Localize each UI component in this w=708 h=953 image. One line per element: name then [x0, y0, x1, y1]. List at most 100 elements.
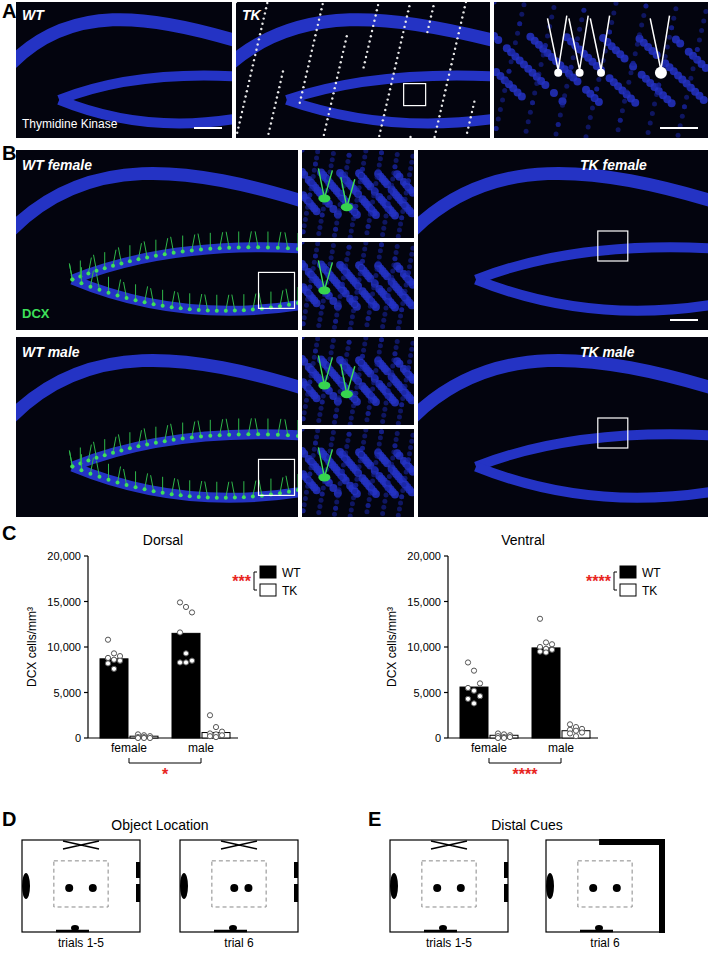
dcx-process: [232, 295, 235, 311]
bar: [460, 687, 488, 738]
dcx-cell: [190, 248, 194, 252]
bars: [460, 648, 590, 738]
nucleus: [359, 265, 364, 270]
dcx-cell: [318, 381, 330, 389]
significance: *: [162, 766, 169, 783]
ca-layer: [16, 173, 298, 231]
neuron-process: [569, 16, 588, 70]
nucleus: [528, 110, 533, 115]
tk-cell: [254, 54, 256, 56]
dcx-cell: [136, 444, 140, 448]
nucleus: [348, 327, 353, 330]
nucleus: [306, 386, 311, 391]
nucleus: [584, 134, 589, 138]
nucleus: [398, 500, 403, 505]
tk-cell: [396, 57, 398, 59]
nucleus: [329, 442, 334, 447]
nucleus: [526, 119, 531, 124]
tk-cell: [312, 44, 314, 46]
nucleus: [302, 337, 305, 340]
nucleus: [386, 480, 391, 485]
tick-label: 5,000: [53, 687, 81, 699]
nucleus: [511, 50, 516, 55]
micrograph: [302, 242, 414, 330]
nucleus: [379, 242, 384, 247]
nucleus: [316, 418, 321, 423]
nucleus: [392, 256, 397, 261]
nucleus: [382, 407, 387, 412]
nucleus: [344, 352, 349, 357]
nucleus: [387, 474, 392, 479]
tk-cell: [243, 100, 245, 102]
nucleus: [627, 95, 635, 103]
nucleus: [340, 469, 345, 474]
tk-cell: [282, 70, 284, 72]
tk-cell: [324, 128, 326, 130]
nucleus: [358, 271, 363, 276]
nucleus: [390, 177, 395, 182]
data-point: [207, 734, 212, 739]
nucleus: [310, 272, 315, 277]
nucleus: [381, 413, 386, 418]
dcx-cell: [136, 257, 140, 261]
nucleus: [388, 281, 393, 286]
nucleus: [314, 247, 319, 252]
tk-cell: [367, 45, 369, 47]
dcx-process: [162, 477, 163, 493]
tick-label: 10,000: [47, 641, 81, 653]
nucleus: [375, 454, 380, 459]
tick: [84, 646, 88, 647]
nucleus: [349, 320, 354, 325]
tk-cell: [266, 2, 268, 4]
nucleus: [378, 435, 383, 440]
tick-label: 0: [435, 732, 441, 744]
dcx-cell: [145, 255, 149, 259]
nucleus: [669, 25, 674, 30]
nucleus: [375, 267, 380, 272]
tk-cell: [455, 42, 457, 44]
nucleus: [404, 378, 409, 383]
nucleus: [307, 284, 312, 289]
dcx-cell: [163, 252, 167, 256]
dcx-cell: [163, 439, 167, 443]
tk-cell: [438, 115, 440, 117]
dcx-cell: [199, 248, 203, 252]
nucleus: [686, 85, 691, 90]
nucleus: [313, 441, 318, 446]
nucleus: [347, 432, 352, 437]
data-point: [105, 637, 110, 642]
dcx-cell: [276, 246, 280, 250]
dcx-cell: [128, 259, 132, 263]
tk-cell: [258, 38, 260, 40]
dcx-process: [285, 419, 288, 435]
nucleus: [306, 199, 311, 204]
nucleus: [348, 422, 353, 425]
nucleus: [399, 402, 404, 407]
nucleus: [361, 290, 369, 298]
nucleus: [366, 411, 371, 416]
data-point: [471, 701, 476, 706]
dcx-process: [226, 232, 229, 248]
cue: [659, 839, 665, 933]
dcx-process: [165, 425, 168, 441]
dcx-process: [81, 267, 82, 283]
tk-cell: [309, 55, 311, 57]
nucleus: [363, 337, 368, 340]
nucleus: [302, 242, 305, 245]
nucleus: [342, 456, 347, 461]
tk-cell: [441, 105, 443, 107]
cue: [595, 925, 603, 931]
tk-cell: [238, 121, 240, 123]
neuron-process: [590, 16, 609, 70]
nucleus: [302, 429, 305, 432]
dcx-process: [198, 421, 201, 437]
nucleus: [330, 344, 335, 349]
nucleus: [336, 169, 344, 177]
nucleus: [594, 87, 599, 92]
nucleus: [313, 162, 318, 167]
tk-cell: [248, 80, 250, 82]
dg-blade: [59, 76, 232, 100]
nucleus: [312, 260, 317, 265]
nucleus: [352, 302, 357, 307]
tk-cell: [376, 9, 378, 11]
